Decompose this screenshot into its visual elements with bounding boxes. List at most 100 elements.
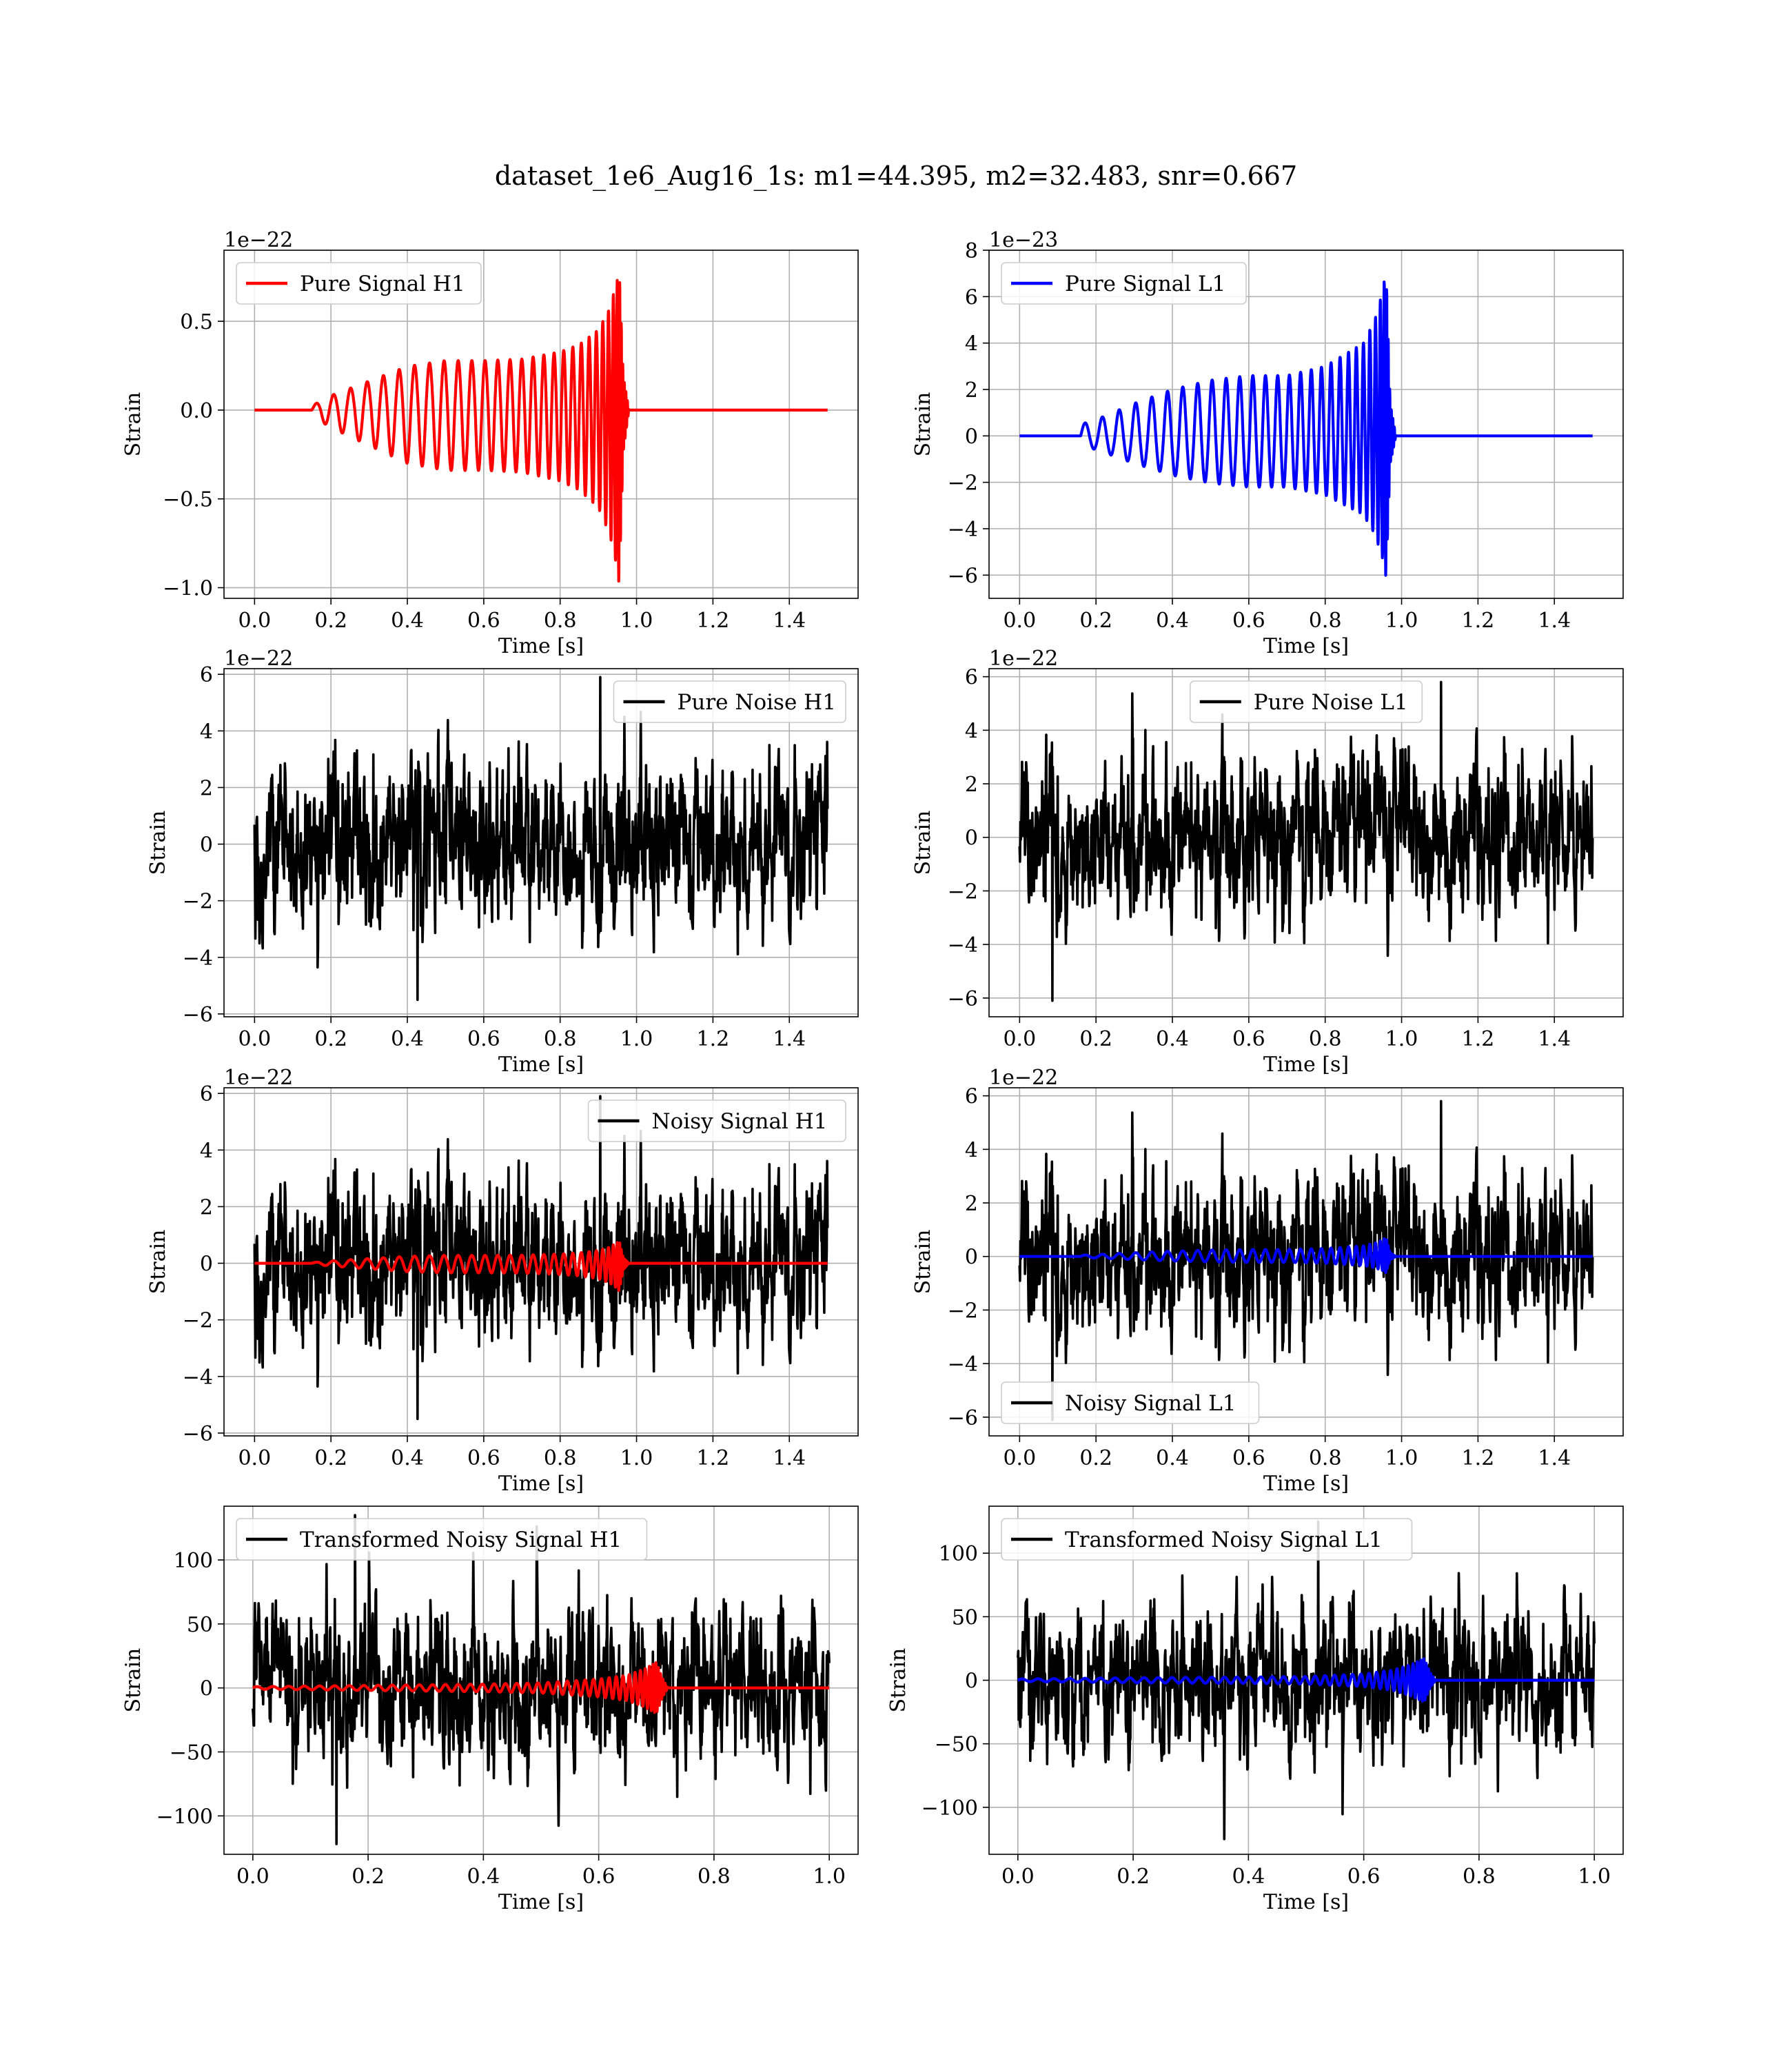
y-tick-label: −6: [948, 1406, 978, 1430]
series-line-noisy-signal-l1: [1018, 1099, 1594, 1421]
y-axis: −100 −50 0 50 100 Strain: [121, 1549, 224, 1829]
y-tick-label: 0.0: [180, 399, 213, 423]
series-line-transformed-noisy-signal-l1: [1017, 1520, 1596, 1841]
x-tick-label: 0.0: [1003, 1446, 1036, 1470]
series-group: [1018, 281, 1594, 577]
y-tick-label: 4: [200, 720, 213, 744]
y-tick-label: 0: [965, 1246, 978, 1270]
series-line-pure-noise-l1: [1018, 680, 1594, 1002]
y-tick-label: −2: [948, 880, 978, 904]
x-axis-label: Time [s]: [1263, 1890, 1349, 1914]
y-axis-label: Strain: [146, 811, 170, 875]
plot-frame: [223, 1087, 859, 1437]
x-tick-label: 0.2: [314, 1027, 347, 1051]
y-tick-label: 0: [200, 1253, 213, 1277]
x-tick-label: 0.4: [1156, 1027, 1189, 1051]
legend-box: [613, 680, 846, 723]
x-tick-label: 0.8: [698, 1865, 731, 1889]
subplot-grid: 0.0 0.2 0.4 0.6 0.8 1.0 1.2 1.4 Time [s] −1.0 −0.5…: [121, 228, 1624, 1914]
x-axis-label: Time [s]: [498, 634, 584, 658]
x-tick-label: 0.6: [582, 1865, 615, 1889]
y-tick-label: 2: [965, 773, 978, 797]
x-tick-label: 0.2: [1079, 1027, 1112, 1051]
series-line-overlay-1: [252, 1661, 831, 1714]
y-tick-label: 50: [952, 1605, 978, 1630]
x-tick-label: 0.8: [1309, 609, 1342, 633]
legend-box: [1001, 1381, 1260, 1424]
y-axis: −6 −4 −2 0 2 4 6 8 Strain: [911, 239, 989, 588]
x-tick-label: 0.2: [314, 1446, 347, 1470]
series-line-overlay-1: [1018, 1237, 1594, 1275]
x-axis: 0.0 0.2 0.4 0.6 0.8 1.0 1.2 1.4 Time [s]: [238, 1017, 806, 1077]
y-offset-label: 1e−23: [989, 228, 1058, 252]
legend-box: [236, 1518, 648, 1561]
x-tick-label: 0.4: [1232, 1865, 1265, 1889]
y-tick-label: 2: [965, 1192, 978, 1216]
x-axis: 0.0 0.2 0.4 0.6 0.8 1.0 Time [s]: [1001, 1854, 1611, 1914]
x-tick-label: 1.2: [697, 1027, 730, 1051]
subplot-transformed-noisy-signal-h1: 0.0 0.2 0.4 0.6 0.8 1.0 Time [s] −100 −50 0 50 100 S…: [121, 1506, 859, 1914]
x-axis-label: Time [s]: [1263, 634, 1349, 658]
legend-box: [587, 1099, 846, 1142]
legend-box: [1189, 680, 1423, 723]
x-axis-label: Time [s]: [1263, 1472, 1349, 1496]
x-tick-label: 0.8: [1463, 1865, 1496, 1889]
x-tick-label: 0.4: [467, 1865, 500, 1889]
x-tick-label: 0.8: [544, 609, 577, 633]
y-tick-label: −4: [948, 1352, 978, 1377]
series-group: [253, 1095, 829, 1421]
x-tick-label: 1.0: [620, 1446, 653, 1470]
y-tick-label: −100: [156, 1805, 213, 1829]
y-tick-label: −4: [948, 518, 978, 542]
y-tick-label: 6: [965, 285, 978, 310]
y-tick-label: −2: [183, 890, 213, 914]
y-tick-label: 4: [965, 719, 978, 743]
x-tick-label: 0.4: [1156, 1446, 1189, 1470]
legend: Pure Noise H1: [613, 680, 846, 723]
legend-label: Noisy Signal H1: [652, 1109, 828, 1134]
x-axis-label: Time [s]: [498, 1890, 584, 1914]
x-tick-label: 0.0: [1003, 1027, 1036, 1051]
y-axis: −6 −4 −2 0 2 4 6 Strain: [146, 1082, 224, 1446]
x-axis: 0.0 0.2 0.4 0.6 0.8 1.0 1.2 1.4 Time [s]: [1003, 598, 1571, 658]
y-tick-label: −4: [948, 933, 978, 957]
subplot-pure-noise-h1: 0.0 0.2 0.4 0.6 0.8 1.0 1.2 1.4 Time [s] −6 −4 −2 0 2…: [146, 647, 859, 1077]
x-tick-label: 1.2: [1462, 1446, 1495, 1470]
series-group: [252, 1514, 831, 1845]
x-tick-label: 0.0: [238, 609, 271, 633]
plot-frame: [988, 668, 1624, 1017]
x-tick-label: 1.0: [620, 609, 653, 633]
legend-box: [1001, 262, 1247, 305]
y-tick-label: −0.5: [163, 488, 213, 512]
y-tick-label: 6: [965, 1085, 978, 1109]
legend-label: Pure Signal H1: [300, 272, 465, 296]
y-offset-label: 1e−22: [224, 1066, 293, 1090]
y-tick-label: 0.5: [180, 310, 213, 334]
series-group: [1018, 680, 1594, 1002]
legend: Pure Signal L1: [1001, 262, 1247, 305]
plot-frame: [223, 668, 859, 1017]
x-axis: 0.0 0.2 0.4 0.6 0.8 1.0 1.2 1.4 Time [s]: [1003, 1017, 1571, 1077]
y-offset-label: 1e−22: [989, 1066, 1058, 1090]
series-group: [1018, 1099, 1594, 1421]
legend-label: Pure Signal L1: [1065, 272, 1225, 296]
x-axis-label: Time [s]: [498, 1472, 584, 1496]
x-axis: 0.0 0.2 0.4 0.6 0.8 1.0 1.2 1.4 Time [s]: [238, 1436, 806, 1496]
x-tick-label: 0.6: [467, 609, 500, 633]
x-tick-label: 1.4: [1538, 1027, 1571, 1051]
legend: Noisy Signal H1: [587, 1099, 846, 1142]
y-axis: −1.0 −0.5 0.0 0.5 Strain: [121, 310, 224, 601]
x-tick-label: 1.4: [773, 1446, 806, 1470]
x-tick-label: 1.0: [813, 1865, 846, 1889]
y-tick-label: 6: [200, 663, 213, 687]
x-tick-label: 1.2: [1462, 609, 1495, 633]
figure-title: dataset_1e6_Aug16_1s: m1=44.395, m2=32.4…: [495, 161, 1297, 192]
x-tick-label: 0.6: [1232, 1027, 1265, 1051]
legend-label: Pure Noise H1: [678, 690, 836, 715]
y-tick-label: 0: [965, 425, 978, 449]
x-tick-label: 0.8: [544, 1446, 577, 1470]
y-axis: −6 −4 −2 0 2 4 6 Strain: [146, 663, 224, 1027]
y-tick-label: −2: [948, 472, 978, 496]
series-line-noisy-signal-h1: [253, 1095, 829, 1421]
